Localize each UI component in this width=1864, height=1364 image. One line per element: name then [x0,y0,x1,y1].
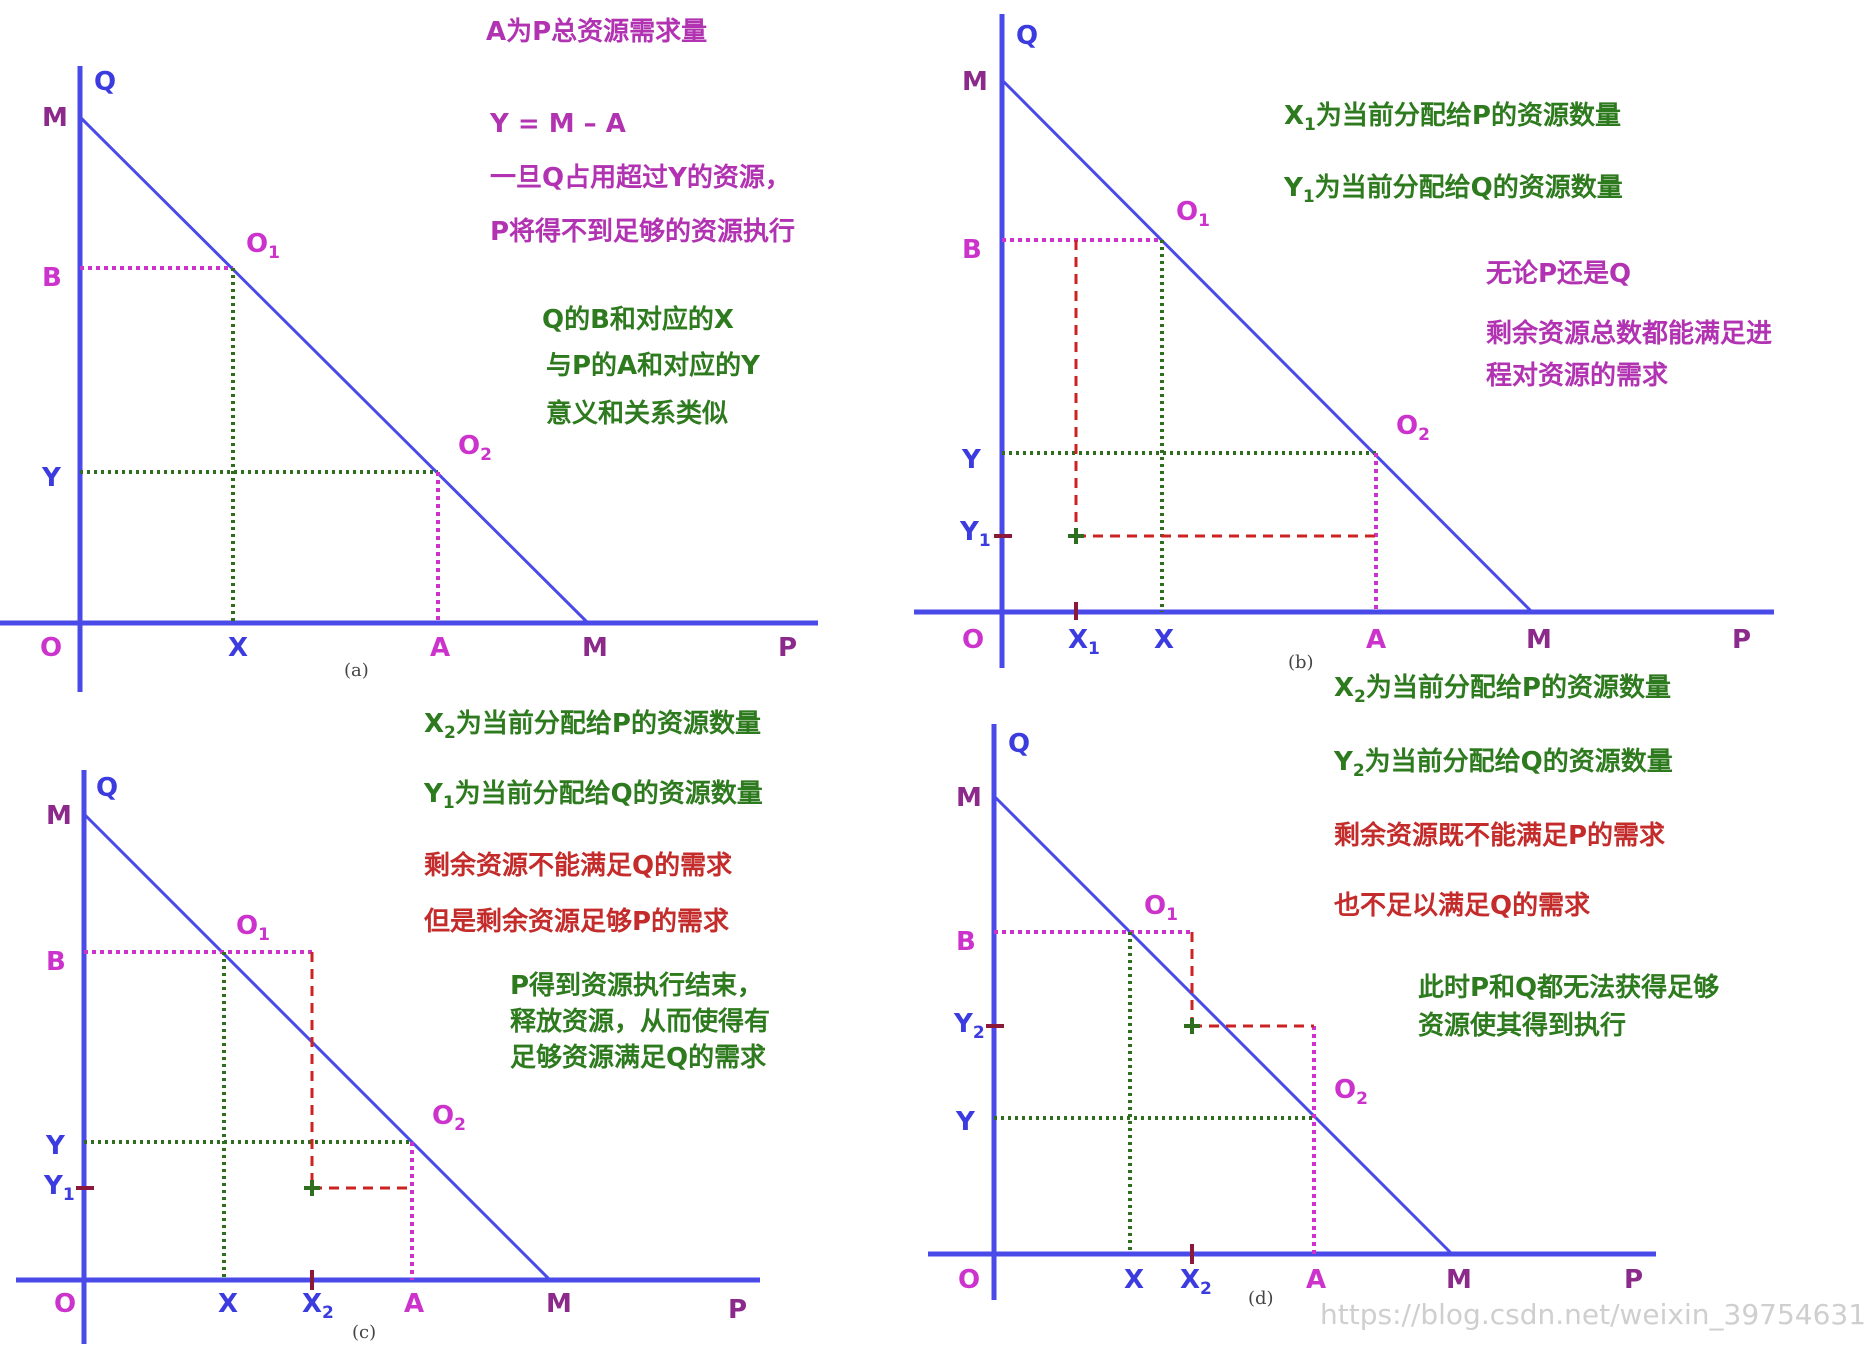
panel-d-o-label: O [958,1265,980,1295]
panel-c-x2-label: X2 [302,1289,334,1323]
panel-c-o2-label: O2 [432,1101,466,1135]
panel-b-p-label: P [1732,625,1751,655]
panel-c-note-1: X2为当前分配给P的资源数量 [424,708,761,743]
panel-b-y1-label: Y1 [959,517,991,551]
panel-c-b-label: B [46,947,66,977]
panel-d-q-label: Q [1008,729,1030,759]
panel-b-note-4: 剩余资源总数都能满足进 [1486,318,1772,349]
panel-c-note-6: 释放资源，从而使得有 [510,1006,770,1037]
panel-b-m-top-label: M [962,67,988,97]
panel-a-note-3: 一旦Q占用超过Y的资源， [490,162,791,193]
panel-d-o1-label: O1 [1144,891,1178,925]
panel-c-q-label: Q [96,773,118,803]
panel-b-x-label: X [1154,625,1174,655]
panel-c: Q M B Y Y1 O X X2 A M P (c) O1 O2 X2为当前分… [16,708,770,1344]
panel-d-note-1: X2为当前分配给P的资源数量 [1334,672,1671,707]
panel-a-x-label: X [228,633,248,663]
panel-c-note-4: 但是剩余资源足够P的需求 [424,906,729,937]
panel-d-note-6: 资源使其得到执行 [1418,1010,1626,1041]
panel-c-m-right-label: M [546,1289,572,1319]
panel-b-note-3: 无论P还是Q [1486,259,1631,289]
panel-a-p-label: P [778,633,797,663]
panel-d-x2-label: X2 [1180,1265,1212,1299]
panel-d-current-point-marker [1184,1018,1200,1034]
panel-a-note-1: A为P总资源需求量 [486,17,707,47]
panel-a-note-4: P将得不到足够的资源执行 [490,216,795,247]
panel-d-m-right-label: M [1446,1265,1472,1295]
panel-a-note-7: 意义和关系类似 [546,398,728,429]
panel-c-caption: (c) [352,1322,376,1343]
panel-c-o1-label: O1 [236,911,270,945]
panel-a-note-6: 与P的A和对应的Y [546,350,761,381]
panel-a-m-top-label: M [42,103,68,133]
panel-a: Q M B Y O X A M P (a) O1 O2 A为P总资源需求量 Y … [0,17,818,692]
panel-c-note-5: P得到资源执行结束， [510,970,763,1001]
panel-a-note-5: Q的B和对应的X [542,304,734,335]
panel-b-o1-label: O1 [1176,197,1210,231]
panel-d-b-label: B [956,927,976,957]
panel-a-y-label: Y [41,463,62,493]
panel-b-m-right-label: M [1526,625,1552,655]
panel-c-p-label: P [728,1295,747,1325]
panel-c-y1-label: Y1 [43,1171,75,1205]
panel-c-m-top-label: M [46,801,72,831]
panel-b-q-label: Q [1016,21,1038,51]
panel-d-a-label: A [1306,1265,1326,1295]
panel-c-note-3: 剩余资源不能满足Q的需求 [424,850,732,881]
panel-d: Q M B Y2 Y O X X2 A M P (d) O1 O2 X2为当前分… [928,672,1719,1309]
panel-b-y-label: Y [961,445,982,475]
panel-b-note-1: X1为当前分配给P的资源数量 [1284,100,1621,135]
panel-d-note-3: 剩余资源既不能满足P的需求 [1334,820,1665,851]
panel-a-note-2: Y = M – A [489,109,626,139]
panel-d-y-label: Y [955,1107,976,1137]
watermark: https://blog.csdn.net/weixin_39754631 [1320,1298,1864,1331]
panel-b-o2-label: O2 [1396,411,1430,445]
panel-a-b-label: B [42,263,62,293]
panel-d-x-label: X [1124,1265,1144,1295]
panel-a-o-label: O [40,633,62,663]
panel-c-note-7: 足够资源满足Q的需求 [510,1042,766,1073]
panel-d-p-label: P [1624,1265,1643,1295]
panel-c-o-label: O [54,1289,76,1319]
panel-b-o-label: O [962,625,984,655]
panel-b-boundary-line [1000,78,1534,614]
panel-c-y-label: Y [45,1131,66,1161]
panel-d-m-top-label: M [956,783,982,813]
panel-c-current-point-marker [304,1180,320,1196]
panel-d-note-5: 此时P和Q都无法获得足够 [1418,973,1719,1003]
panel-b-caption: (b) [1288,652,1314,673]
panel-c-a-label: A [404,1289,424,1319]
panel-d-o2-label: O2 [1334,1075,1368,1109]
panel-c-x-label: X [218,1289,238,1319]
panel-b: Q M B Y Y1 O X1 X A M P (b) O1 O2 X1为当前分… [914,14,1774,673]
panel-d-boundary-line [992,794,1454,1256]
panel-d-y2-label: Y2 [953,1009,985,1043]
panel-a-caption: (a) [344,660,369,681]
panel-a-boundary-line [78,115,590,625]
panel-d-note-2: Y2为当前分配给Q的资源数量 [1333,746,1673,781]
panel-b-current-point-marker [1068,528,1084,544]
panel-b-note-2: Y1为当前分配给Q的资源数量 [1283,172,1623,207]
panel-b-b-label: B [962,235,982,265]
panel-d-caption: (d) [1248,1288,1274,1309]
panel-c-note-2: Y1为当前分配给Q的资源数量 [423,778,763,813]
panel-b-note-5: 程对资源的需求 [1486,360,1668,391]
panel-b-x1-label: X1 [1068,625,1100,659]
panel-a-q-label: Q [94,67,116,97]
panel-c-boundary-line [82,812,552,1282]
panel-a-o2-label: O2 [458,431,492,465]
panel-d-note-4: 也不足以满足Q的需求 [1334,890,1590,921]
panel-a-o1-label: O1 [246,229,280,263]
panel-a-a-label: A [430,633,450,663]
panel-a-m-right-label: M [582,633,608,663]
panel-b-a-label: A [1366,625,1386,655]
